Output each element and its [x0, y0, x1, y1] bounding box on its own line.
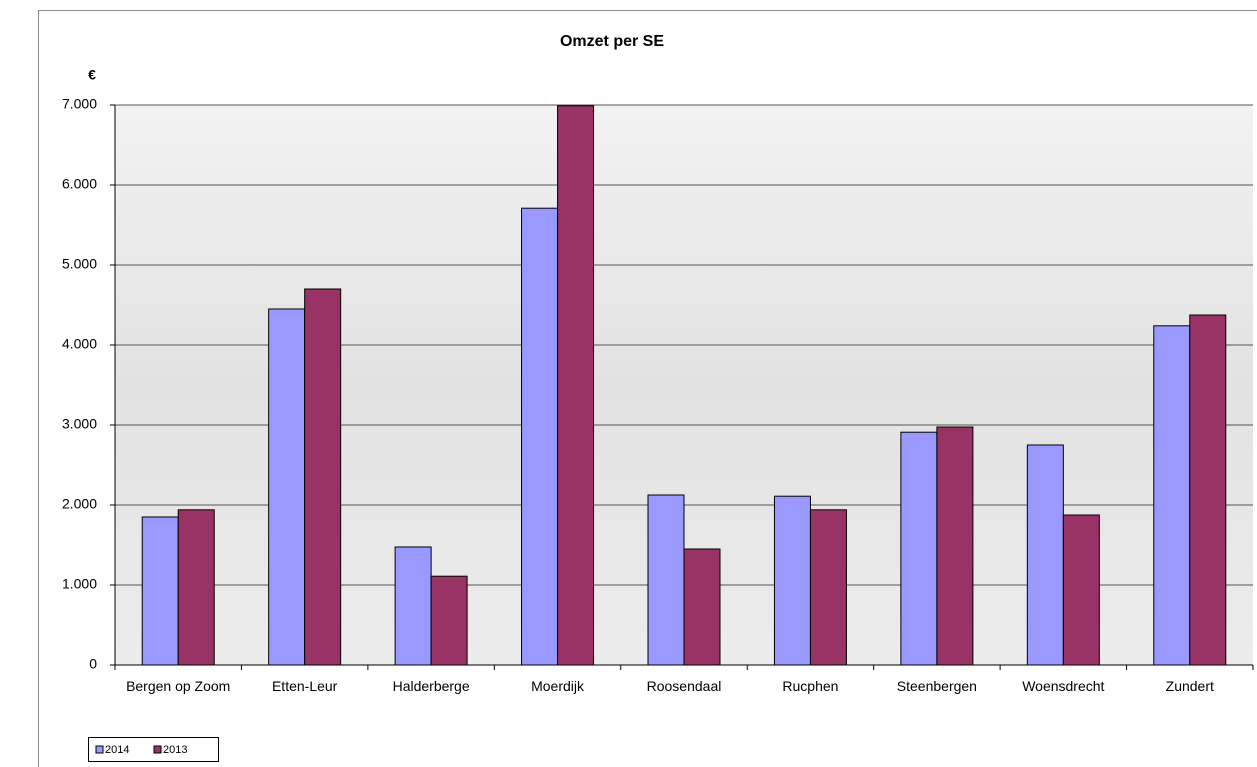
bar [810, 510, 846, 665]
y-tick-label: 4.000 [62, 336, 97, 352]
y-tick-label: 0 [89, 656, 97, 672]
bar [522, 208, 558, 665]
bar [431, 576, 467, 665]
bar [1154, 326, 1190, 665]
bar [1027, 445, 1063, 665]
x-tick-label: Moerdijk [499, 678, 617, 695]
x-tick-label: Etten-Leur [246, 678, 364, 695]
chart: Omzet per SE € 0 1.000 2.000 3.000 4.000 5.00… [0, 0, 1257, 767]
x-tick-label: Woensdrecht [1004, 678, 1122, 695]
bar [558, 106, 594, 665]
legend-label: 2014 [105, 744, 129, 756]
y-tick-label: 6.000 [62, 176, 97, 192]
y-tick-label: 3.000 [62, 416, 97, 432]
bar [901, 432, 937, 665]
bar [178, 510, 214, 665]
x-tick-label: Steenbergen [878, 678, 996, 695]
bar [395, 547, 431, 665]
y-tick-label: 2.000 [62, 496, 97, 512]
y-axis-label: € [88, 67, 96, 83]
x-tick-label: Rucphen [751, 678, 869, 695]
bar [1063, 515, 1099, 665]
legend-label: 2013 [163, 744, 187, 756]
bar [1190, 315, 1226, 665]
x-tick-label: Zundert [1131, 678, 1249, 695]
chart-title: Omzet per SE [560, 33, 664, 50]
y-tick-label: 1.000 [62, 576, 97, 592]
x-tick-label: Halderberge [372, 678, 490, 695]
chart-area: Omzet per SE € 0 1.000 2.000 3.000 4.000 5.00… [0, 0, 1257, 767]
x-tick-label: Roosendaal [625, 678, 743, 695]
y-tick-label: 5.000 [62, 256, 97, 272]
legend-swatch [154, 746, 161, 753]
bar [937, 427, 973, 665]
bar [684, 549, 720, 665]
bar [305, 289, 341, 665]
bar [648, 495, 684, 665]
x-tick-label: Bergen op Zoom [119, 678, 237, 695]
legend-swatch [96, 746, 103, 753]
bar [142, 517, 178, 665]
bar [269, 309, 305, 665]
bar [774, 496, 810, 665]
y-tick-label: 7.000 [62, 96, 97, 112]
